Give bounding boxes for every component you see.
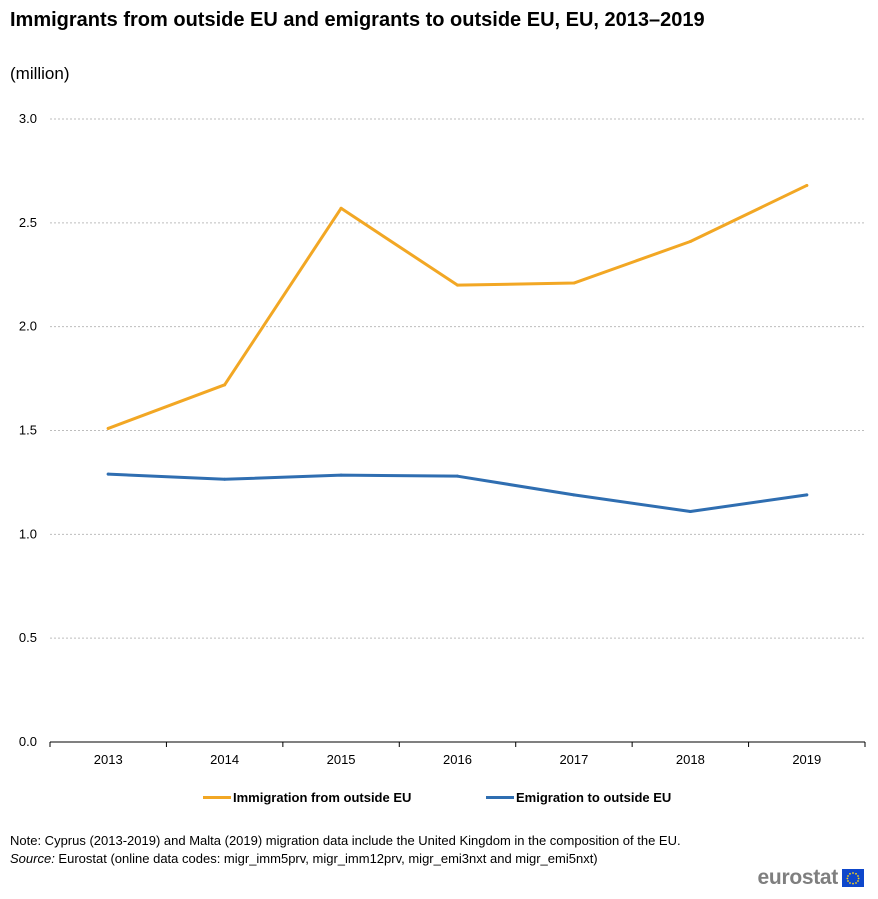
y-tick-label: 3.0 [19,111,37,126]
logo-text: eurostat [757,866,839,889]
x-tick-label: 2019 [792,752,821,767]
footnote: Note: Cyprus (2013-2019) and Malta (2019… [10,832,681,868]
data-point [688,509,692,513]
series-lines [106,183,809,513]
legend-swatch-immigration [203,796,231,799]
data-point [339,473,343,477]
y-tick-label: 2.0 [19,319,37,334]
y-tick-label: 2.5 [19,215,37,230]
eurostat-logo: eurostat [758,866,864,890]
note-text: Note: Cyprus (2013-2019) and Malta (2019… [10,833,681,848]
chart-legend: Immigration from outside EU Emigration t… [0,790,878,810]
data-point [339,206,343,210]
source-line: Source: Eurostat (online data codes: mig… [10,850,681,868]
eu-flag-icon [842,869,864,887]
data-point [805,183,809,187]
x-tick-label: 2016 [443,752,472,767]
data-point [106,472,110,476]
gridlines [50,118,865,639]
legend-swatch-emigration [486,796,514,799]
x-tick-label: 2014 [210,752,239,767]
x-axis [49,741,866,747]
legend-label-emigration: Emigration to outside EU [516,790,672,805]
data-point [688,240,692,244]
data-point [223,477,227,481]
y-tick-label: 0.0 [19,734,37,749]
chart-unit-label: (million) [10,64,70,83]
line-chart: 0.00.51.01.52.02.53.0 2013 2014 2015 2016 20… [19,111,866,767]
x-axis-tick-labels: 2013 2014 2015 2016 2017 2018 2019 [94,752,821,767]
x-tick-label: 2018 [676,752,705,767]
chart-title: Immigrants from outside EU and emigrants… [10,9,705,31]
x-tick-label: 2015 [327,752,356,767]
data-point [106,426,110,430]
data-point [456,283,459,287]
series-line-emigration [106,472,809,513]
data-point [805,493,809,497]
x-tick-label: 2017 [559,752,588,767]
legend-label-immigration: Immigration from outside EU [233,790,412,805]
x-tick-label: 2013 [94,752,123,767]
legend-item-emigration: Emigration to outside EU [486,790,671,805]
series-line-immigration [106,183,809,430]
y-tick-label: 1.0 [19,526,37,541]
data-point [572,281,576,285]
y-tick-label: 0.5 [19,630,37,645]
data-point [456,474,459,478]
source-label: Source: [10,851,55,866]
y-axis-tick-labels: 0.0 0.5 1.0 1.5 2.0 2.5 3.0 [19,111,37,749]
y-tick-label: 1.5 [19,423,37,438]
data-point [572,493,576,497]
data-point [223,383,227,387]
source-text: Eurostat (online data codes: migr_imm5pr… [54,851,598,866]
legend-item-immigration: Immigration from outside EU [203,790,411,805]
